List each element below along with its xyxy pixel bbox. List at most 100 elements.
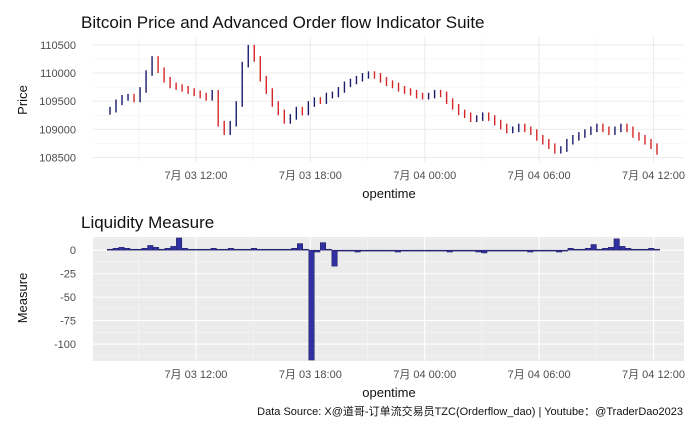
liquidity-bar [648,248,655,251]
liquidity-bar [406,249,413,252]
liquidity-bar [337,249,344,252]
liquidity-bar [510,249,517,252]
price-x-tick-labels: 7月 03 12:00 7月 03 18:00 7月 04 00:00 7月 04 0… [164,170,685,182]
liquidity-bar [602,248,609,251]
liquidity-bar [366,249,373,252]
liquidity-bar [164,248,171,251]
liquidity-bar [590,244,597,251]
liquidity-bar [630,248,637,251]
liquidity-bar [625,248,632,251]
liquidity-bar [423,249,430,252]
liquidity-bar [464,249,470,252]
liquidity-y-tick-labels: 0 -25 -50 -75 -100 [54,245,76,351]
liquidity-bar [216,248,223,251]
liquidity-bar [492,249,499,252]
price-gridlines [93,37,684,162]
liquidity-bar [124,248,131,251]
liquidity-x-axis-label: opentime [362,385,415,400]
liquidity-bar [429,249,436,252]
liquidity-bar [325,248,332,251]
liquidity-y-tick: 0 [70,245,76,257]
liquidity-bar [170,246,177,251]
liquidity-bar [210,248,217,251]
liquidity-bar [273,248,280,251]
price-x-tick: 7月 03 12:00 [164,170,227,182]
liquidity-bar [227,248,234,251]
data-source-caption: Data Source: X@道哥-订单流交易员TZC(Orderflow_da… [257,404,683,418]
liquidity-bar [279,248,286,251]
liquidity-bar [320,242,327,251]
liquidity-bar [222,248,229,251]
liquidity-bars [107,237,660,361]
liquidity-bar [579,248,586,251]
liquidity-bar [394,249,401,253]
liquidity-y-axis-label: Measure [15,273,30,324]
liquidity-bar [584,248,591,251]
liquidity-bar [158,248,165,251]
liquidity-bar [383,249,390,252]
liquidity-bar [245,248,252,251]
liquidity-bar [268,248,275,251]
liquidity-bar [135,248,142,251]
liquidity-x-tick: 7月 04 06:00 [508,369,571,381]
liquidity-bar [250,248,257,251]
liquidity-x-tick: 7月 03 18:00 [279,369,342,381]
liquidity-bar [181,248,188,251]
liquidity-bar [107,248,113,251]
liquidity-bar [417,249,424,252]
liquidity-y-tick: -25 [60,269,76,281]
price-chart-title: Bitcoin Price and Advanced Order flow In… [81,13,485,32]
liquidity-bar [308,249,315,361]
liquidity-bar [256,248,263,251]
liquidity-bar [435,249,442,252]
liquidity-bar [285,248,292,251]
liquidity-bar [199,248,206,251]
liquidity-bar [642,248,649,251]
liquidity-bar [262,248,269,251]
liquidity-bar [613,238,620,251]
liquidity-bar [475,249,482,253]
liquidity-bar [314,249,321,253]
price-x-tick: 7月 04 00:00 [393,170,456,182]
liquidity-x-tick: 7月 04 12:00 [622,369,685,381]
price-y-axis-label: Price [15,85,30,115]
price-x-tick: 7月 04 12:00 [622,170,685,182]
liquidity-bar [291,248,298,251]
liquidity-bar [153,247,160,251]
liquidity-bar [619,246,626,251]
price-x-tick: 7月 03 18:00 [279,170,342,182]
liquidity-bar [193,248,200,251]
liquidity-bar [561,249,568,252]
liquidity-x-tick: 7月 04 00:00 [393,369,456,381]
liquidity-bar [538,249,545,252]
liquidity-bar [636,248,643,251]
price-x-tick: 7月 04 06:00 [508,170,571,182]
liquidity-bar [176,237,183,251]
liquidity-bar [515,249,522,252]
liquidity-bar [458,249,465,252]
liquidity-bar [377,249,384,252]
price-y-tick: 110500 [40,40,76,52]
liquidity-bar [233,248,240,251]
liquidity-bar [504,249,511,252]
liquidity-y-tick: -100 [54,339,76,351]
price-x-axis-label: opentime [362,186,415,201]
liquidity-bar [527,249,534,253]
liquidity-bar [550,249,557,252]
liquidity-bar [607,247,614,251]
liquidity-bar [348,249,355,252]
liquidity-bar [400,249,407,252]
liquidity-bar [360,249,367,252]
liquidity-bar [187,248,194,251]
price-y-tick: 108500 [39,152,76,164]
liquidity-bar [573,248,580,251]
liquidity-bar [440,249,447,252]
liquidity-bar [567,248,574,251]
liquidity-bar [147,245,154,251]
liquidity-bar [302,248,309,251]
liquidity-bar [412,249,419,252]
liquidity-bar [371,249,378,252]
liquidity-y-tick: -50 [60,292,76,304]
liquidity-panel-background [93,237,684,361]
